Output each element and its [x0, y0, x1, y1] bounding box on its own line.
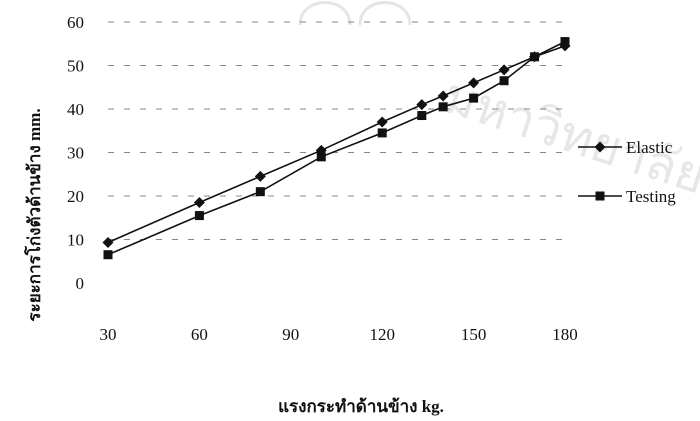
data-point — [193, 197, 205, 209]
series-line — [107, 45, 566, 244]
y-tick-label: 30 — [67, 144, 84, 163]
y-tick-label: 10 — [67, 231, 84, 250]
x-axis-ticks: 30 60 90 120 150 180 — [100, 325, 578, 344]
x-tick-label: 120 — [369, 325, 395, 344]
series-elastic — [102, 40, 571, 249]
data-point — [437, 90, 449, 102]
data-point — [254, 170, 266, 182]
x-axis-title: แรงกระทำด้านข้าง kg. — [278, 397, 444, 416]
legend: Elastic Testing — [578, 138, 676, 206]
watermark: มหาวิทยาลัยเชียงใหม่ — [298, 1, 700, 266]
legend-item: Elastic — [578, 138, 673, 157]
data-point — [376, 116, 388, 128]
y-tick-label: 40 — [67, 100, 84, 119]
x-tick-label: 150 — [461, 325, 487, 344]
legend-marker — [594, 141, 606, 153]
x-tick-label: 180 — [552, 325, 578, 344]
data-point — [468, 77, 480, 89]
data-point — [103, 250, 113, 260]
series — [102, 37, 571, 260]
grid — [108, 21, 565, 240]
data-point — [498, 64, 510, 76]
data-point — [469, 93, 479, 103]
data-point — [438, 102, 448, 112]
data-point — [560, 37, 570, 47]
legend-marker — [595, 191, 605, 201]
x-tick-label: 60 — [191, 325, 208, 344]
data-point — [417, 111, 427, 121]
data-point — [416, 99, 428, 111]
data-point — [255, 187, 265, 197]
data-point — [194, 211, 204, 221]
legend-item: Testing — [578, 187, 676, 206]
data-point — [316, 152, 326, 162]
x-tick-label: 30 — [100, 325, 117, 344]
series-testing — [103, 37, 570, 260]
y-axis-title: ระยะการโก่งตัวด้านข้าง mm. — [24, 108, 44, 321]
x-tick-label: 90 — [282, 325, 299, 344]
y-tick-label: 50 — [67, 57, 84, 76]
y-tick-label: 20 — [67, 187, 84, 206]
y-tick-label: 0 — [76, 274, 85, 293]
y-tick-label: 60 — [67, 13, 84, 32]
data-point — [377, 128, 387, 138]
data-point — [102, 237, 114, 249]
legend-label: Elastic — [626, 138, 673, 157]
data-point — [499, 76, 509, 86]
y-axis-ticks: 0 10 20 30 40 50 60 — [67, 13, 84, 293]
data-point — [530, 52, 540, 62]
legend-label: Testing — [626, 187, 676, 206]
